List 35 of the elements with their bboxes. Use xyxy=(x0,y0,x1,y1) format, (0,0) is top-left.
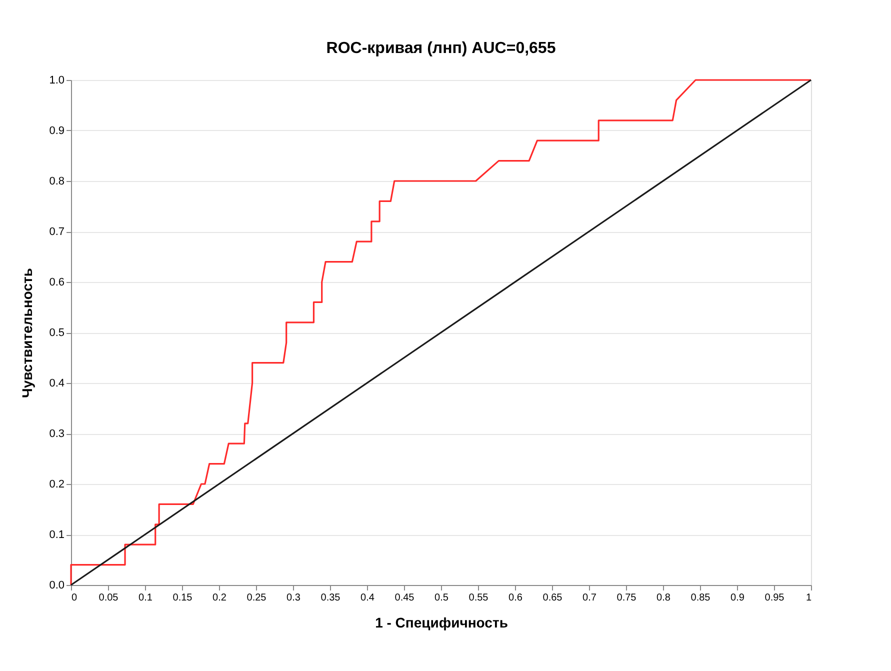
x-tick-label: 0.4 xyxy=(360,592,375,604)
y-tick-label: 0.8 xyxy=(49,176,64,188)
x-tick-label: 0.25 xyxy=(246,592,267,604)
x-tick-label: 1 xyxy=(806,592,812,604)
x-tick-label: 0.6 xyxy=(508,592,523,604)
chart-title: ROC-кривая (лнп) AUC=0,655 xyxy=(326,40,556,57)
x-tick-label: 0.1 xyxy=(138,592,153,604)
y-tick-label: 0.1 xyxy=(49,529,64,541)
x-tick-label: 0.85 xyxy=(690,592,711,604)
y-tick-label: 1.0 xyxy=(49,74,64,86)
x-tick-label: 0.9 xyxy=(730,592,745,604)
x-tick-label: 0.5 xyxy=(434,592,449,604)
y-tick-label: 0.4 xyxy=(49,378,64,390)
x-tick-label: 0.3 xyxy=(286,592,301,604)
x-tick-label: 0.8 xyxy=(656,592,671,604)
y-tick-label: 0.2 xyxy=(49,478,64,490)
x-tick-label: 0.55 xyxy=(468,592,489,604)
y-tick-label: 0.5 xyxy=(49,327,64,339)
x-tick-label: 0.05 xyxy=(98,592,119,604)
y-tick-label: 0.3 xyxy=(49,428,64,440)
x-tick-label: 0.65 xyxy=(542,592,563,604)
x-tick-label: 0.35 xyxy=(320,592,341,604)
x-tick-label: 0.7 xyxy=(582,592,597,604)
y-tick-label: 0.9 xyxy=(49,125,64,137)
x-tick-label: 0.2 xyxy=(212,592,227,604)
x-tick-label: 0.95 xyxy=(764,592,785,604)
x-tick-label: 0.15 xyxy=(172,592,193,604)
y-axis-title: Чувствительность xyxy=(19,268,36,398)
x-tick-label: 0.45 xyxy=(394,592,415,604)
x-tick-label: 0.75 xyxy=(616,592,637,604)
x-axis-title: 1 - Специфичность xyxy=(375,614,508,630)
y-tick-label: 0.7 xyxy=(49,226,64,238)
y-tick-label: 0.6 xyxy=(49,276,64,288)
y-tick-label: 0.0 xyxy=(49,580,64,592)
x-tick-label: 0 xyxy=(72,592,78,604)
